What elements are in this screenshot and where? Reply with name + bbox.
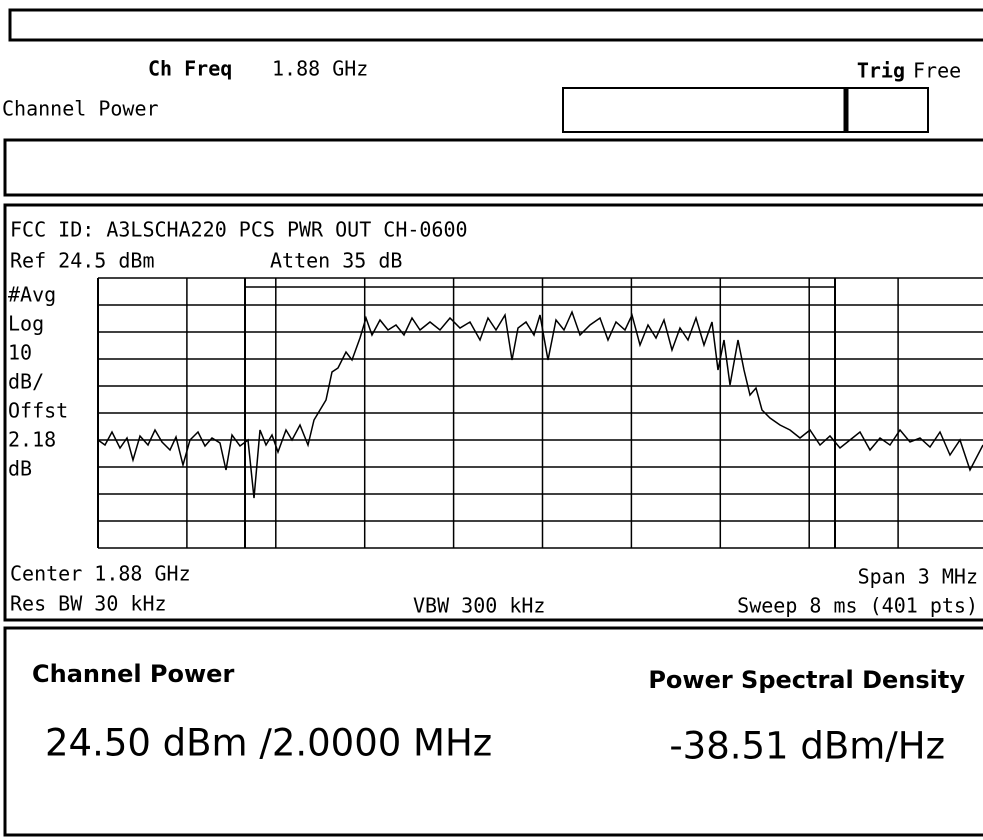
ch-freq-value: 1.88 GHz	[272, 57, 368, 81]
graticule	[97, 277, 983, 549]
mode-label: Channel Power	[2, 97, 159, 121]
center-freq: Center 1.88 GHz	[10, 562, 191, 586]
top-bar	[8, 8, 983, 42]
status-box	[844, 87, 929, 133]
attenuation: Atten 35 dB	[270, 249, 402, 273]
scale-label: Offst	[8, 399, 68, 423]
trace-title: FCC ID: A3LSCHA220 PCS PWR OUT CH-0600	[10, 218, 468, 242]
psd-value: -38.51 dBm/Hz	[669, 725, 945, 768]
ref-level: Ref 24.5 dBm	[10, 249, 155, 273]
channel-power-label: Channel Power	[32, 660, 234, 688]
span: Span 3 MHz	[858, 565, 978, 589]
res-bw: Res BW 30 kHz	[10, 592, 167, 616]
results-panel	[3, 626, 983, 837]
psd-label: Power Spectral Density	[648, 666, 965, 694]
trig-label: Trig	[857, 59, 905, 83]
trace-panel	[3, 203, 983, 622]
sweep: Sweep 8 ms (401 pts)	[737, 594, 978, 618]
message-bar	[3, 138, 983, 197]
trace	[97, 309, 983, 499]
scale-label: dB	[8, 457, 32, 481]
channel-power-value: 24.50 dBm /2.0000 MHz	[45, 722, 492, 765]
scale-label: 10	[8, 341, 32, 365]
scale-label: Log	[8, 312, 44, 336]
scale-label: dB/	[8, 370, 44, 394]
scale-label: 2.18	[8, 428, 56, 452]
trig-value: Free	[913, 59, 961, 83]
vbw: VBW 300 kHz	[413, 594, 545, 618]
status-box	[562, 87, 846, 133]
ch-freq-label: Ch Freq	[148, 57, 232, 81]
scale-label: #Avg	[8, 283, 56, 307]
